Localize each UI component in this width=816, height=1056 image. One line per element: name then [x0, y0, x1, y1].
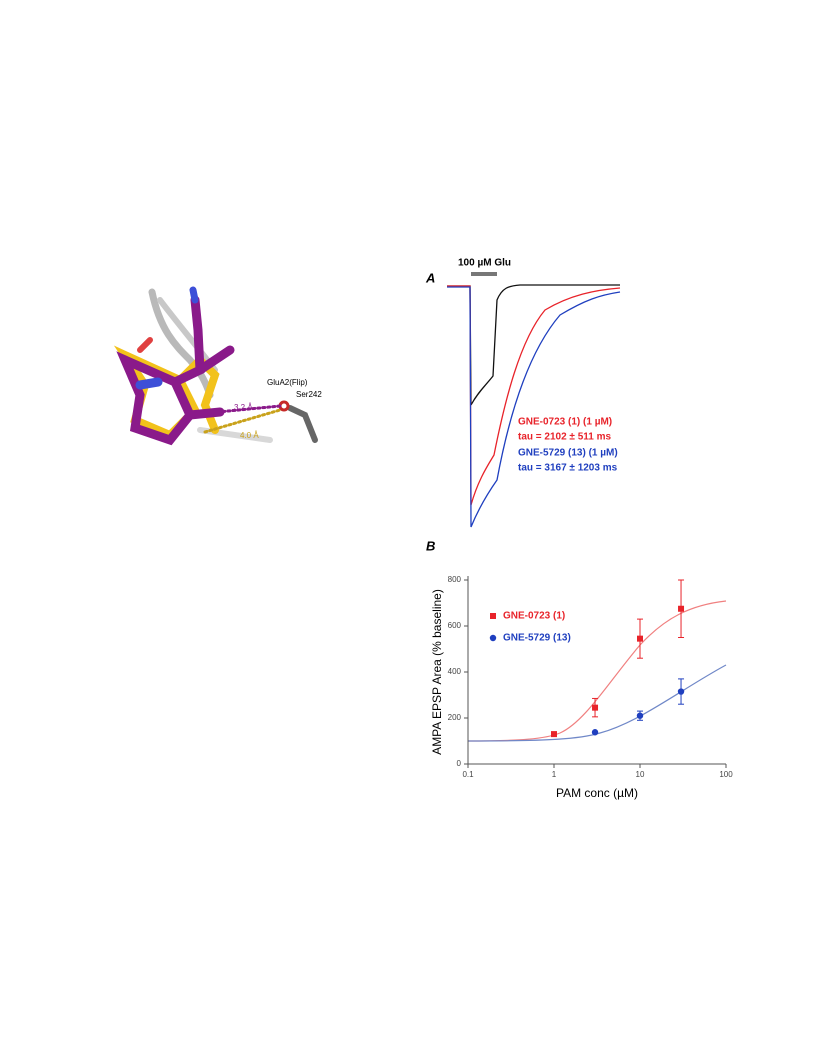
x-tick-label: 0.1	[462, 770, 474, 779]
h-bond	[216, 404, 282, 414]
data-point	[591, 729, 599, 736]
data-point	[489, 634, 497, 642]
y-tick-label: 200	[448, 713, 462, 722]
x-tick-label: 100	[719, 770, 733, 779]
x-axis-label: PAM conc (µM)	[556, 786, 638, 800]
y-tick-label: 0	[457, 759, 462, 768]
molecule-figure	[113, 286, 318, 446]
data-point	[678, 605, 685, 612]
y-tick-label: 600	[448, 621, 462, 630]
ligand-purple	[185, 345, 235, 420]
y-axis-label: AMPA EPSP Area (% baseline)	[430, 589, 444, 755]
x-tick-label: 10	[636, 770, 645, 779]
nitrogen	[135, 377, 163, 390]
legend-label: GNE-0723 (1)	[503, 611, 565, 622]
fit-curve	[467, 600, 727, 742]
annotation: tau = 3167 ± 1203 ms	[518, 463, 618, 474]
serine	[287, 405, 318, 443]
distance-label: 3.2 Å	[234, 403, 253, 412]
stimulus-label: 100 µM Glu	[458, 258, 511, 269]
ligand-purple	[170, 295, 205, 387]
nitrogen	[189, 286, 199, 304]
trace-gne0723	[447, 285, 621, 506]
current-traces	[447, 284, 621, 528]
panel-label: A	[425, 270, 435, 285]
residue-number: Ser242	[296, 390, 322, 399]
panel-label: B	[426, 538, 435, 553]
residue-label: GluA2(Flip)	[267, 378, 308, 387]
annotation: tau = 2102 ± 511 ms	[518, 432, 611, 443]
data-point	[677, 688, 685, 695]
y-tick-label: 800	[448, 575, 462, 584]
y-tick-label: 400	[448, 667, 462, 676]
data-point	[490, 613, 496, 619]
backbone	[148, 288, 214, 399]
trace-gne5729	[447, 286, 621, 528]
annotation: GNE-0723 (1) (1 µM)	[518, 417, 612, 428]
data-point	[637, 635, 643, 642]
distance-label: 4.0 Å	[240, 431, 259, 440]
oxygen	[137, 337, 153, 353]
fit-curve	[467, 664, 727, 742]
trace-control	[447, 284, 620, 406]
data-point	[636, 712, 644, 719]
annotation: GNE-5729 (13) (1 µM)	[518, 448, 618, 459]
data-point	[592, 704, 599, 711]
x-tick-label: 1	[552, 770, 557, 779]
h-bond	[203, 408, 282, 434]
data-point	[551, 731, 557, 738]
legend-label: GNE-5729 (13)	[503, 633, 571, 644]
